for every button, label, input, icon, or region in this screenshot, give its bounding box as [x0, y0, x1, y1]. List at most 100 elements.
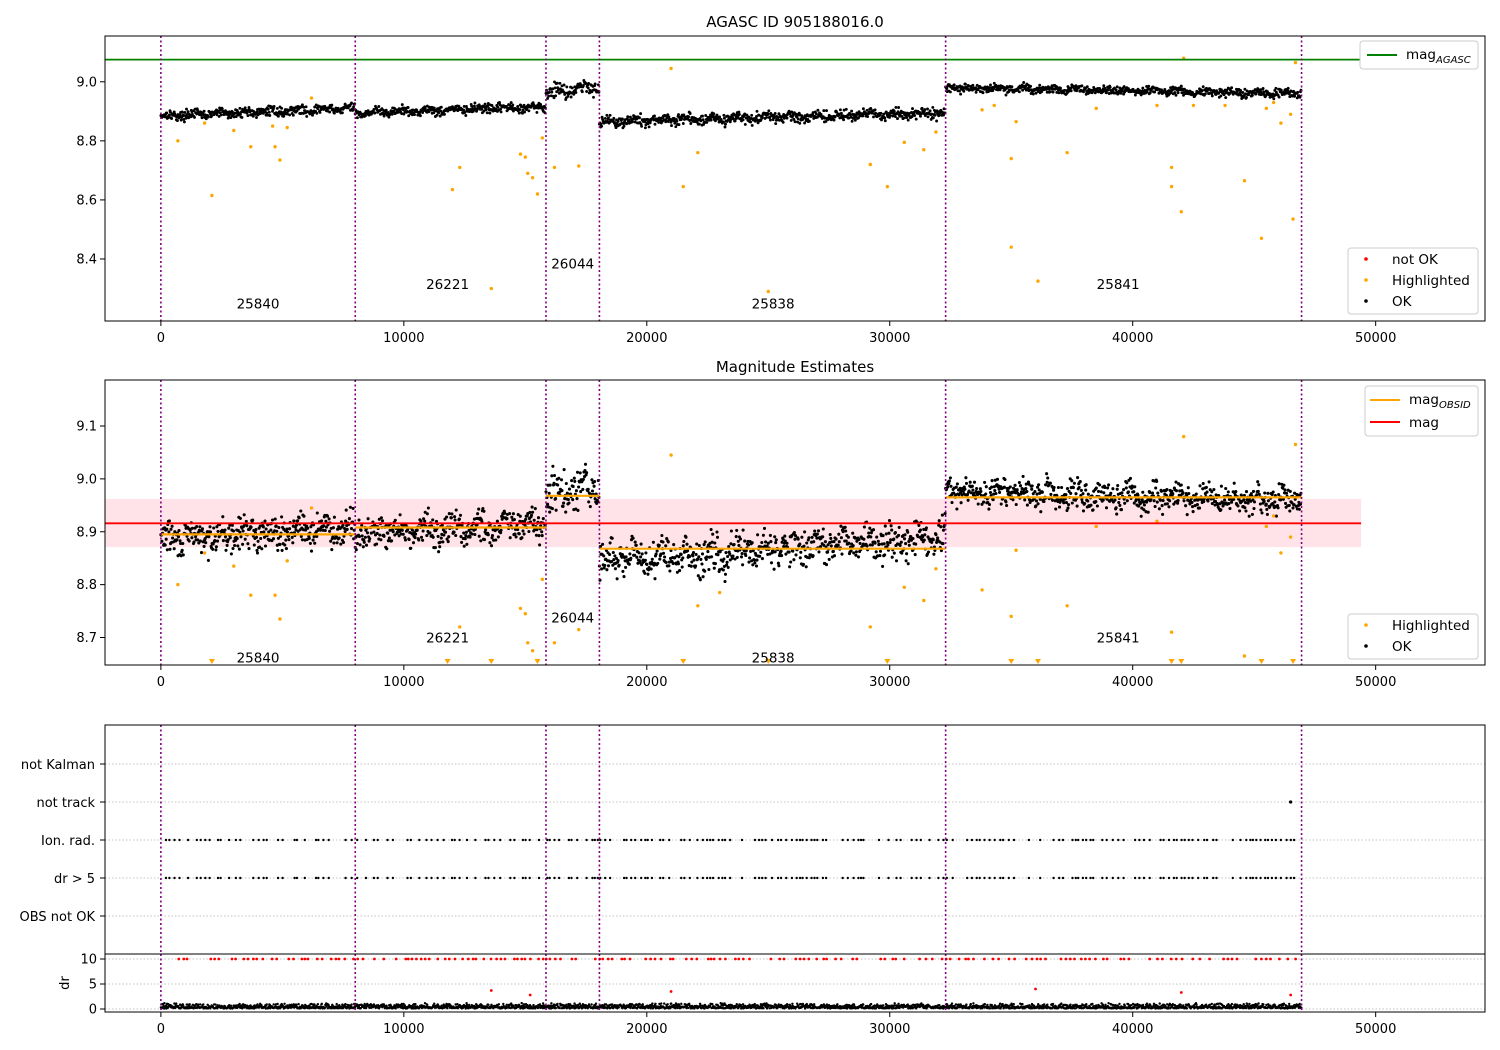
ok-point [958, 89, 961, 93]
ok-point [215, 113, 219, 117]
ok-point [1291, 506, 1295, 510]
ok-point [417, 538, 421, 542]
ok-point [1254, 92, 1258, 96]
ok-point [503, 511, 507, 515]
highlighted-point [1169, 165, 1174, 170]
ok-point [1116, 483, 1120, 488]
ok-point [1134, 498, 1138, 502]
flag-point [1172, 838, 1176, 842]
ok-point [365, 531, 370, 535]
ok-point [631, 120, 634, 124]
ok-point [164, 537, 168, 541]
ok-point [238, 106, 242, 110]
ok-point [600, 124, 604, 128]
ok-point [834, 537, 838, 541]
ok-point [1219, 94, 1223, 98]
ok-point [792, 531, 796, 535]
ok-point [905, 552, 909, 556]
ok-point [1161, 498, 1165, 503]
ok-point [639, 112, 643, 116]
flag-point [630, 838, 633, 842]
ok-point [704, 114, 708, 117]
highlighted-point [1279, 551, 1283, 555]
ok-point [601, 542, 605, 546]
ok-point [509, 101, 513, 105]
x-tick-label: 20000 [626, 331, 667, 346]
ok-point [870, 543, 874, 547]
flag-point [723, 876, 727, 880]
ok-point [1206, 499, 1210, 503]
ok-point [940, 110, 944, 114]
flag-point [509, 876, 512, 880]
ok-point [1133, 485, 1137, 489]
flag-point [208, 876, 211, 880]
flag-point [862, 876, 865, 880]
ok-point [899, 540, 903, 544]
ok-point [435, 113, 439, 117]
flag-point [1231, 876, 1235, 880]
flag-point [846, 876, 849, 880]
ok-point [875, 535, 879, 539]
ok-point [587, 500, 591, 504]
flag-point [753, 838, 757, 842]
flag-point [493, 838, 496, 842]
ok-point [1165, 502, 1169, 506]
flag-point [499, 838, 502, 842]
ok-point [1250, 93, 1254, 97]
ok-point [1077, 485, 1081, 490]
highlighted-point [980, 108, 984, 112]
ok-point [1212, 487, 1216, 492]
ok-point [245, 110, 249, 114]
ok-point [1080, 84, 1084, 88]
flag-point [634, 876, 637, 880]
ok-point [400, 103, 404, 107]
ok-point [894, 105, 898, 109]
ok-point [296, 519, 300, 523]
ok-point [372, 530, 376, 534]
ok-point [985, 85, 989, 89]
ok-point [942, 107, 946, 111]
ok-point [1101, 498, 1105, 502]
ok-point [379, 516, 383, 520]
ok-point [465, 542, 469, 546]
ok-point [1283, 501, 1288, 505]
panel-agasc: AGASC ID 905188016.0 2584026221260442583… [76, 13, 1486, 346]
ok-point [490, 534, 495, 538]
ok-point [852, 551, 856, 555]
flag-point [705, 838, 709, 842]
ok-point [651, 540, 655, 544]
ok-point [1147, 84, 1151, 88]
ok-point [722, 113, 726, 117]
ok-point [1034, 91, 1038, 95]
flag-point [728, 838, 732, 842]
ok-point [796, 537, 800, 541]
panel2-legend-points: Highlighted OK [1347, 613, 1479, 660]
flag-point [442, 876, 445, 880]
flag-point [391, 876, 395, 880]
ok-point [1004, 93, 1008, 97]
ok-point [625, 122, 629, 126]
ok-point [781, 120, 785, 124]
ok-point [443, 530, 448, 534]
highlighted-point [530, 176, 535, 180]
ok-point [709, 113, 712, 117]
ok-point [1279, 498, 1283, 502]
ok-point [898, 543, 902, 547]
ok-point [1125, 481, 1129, 485]
ok-point [984, 485, 988, 489]
ok-point [329, 539, 333, 543]
ok-point [291, 113, 295, 117]
ok-point [266, 107, 270, 111]
flag-point [999, 876, 1002, 880]
highlighted-point [1169, 630, 1174, 634]
ok-point [744, 553, 748, 558]
ok-point [840, 552, 844, 556]
flag-row-label: Ion. rad. [41, 834, 95, 849]
flag-point [1289, 800, 1293, 804]
ok-point [815, 536, 819, 540]
ok-point [1243, 501, 1248, 505]
ok-point [849, 549, 853, 553]
panel2-legend-lines: magOBSID mag [1364, 385, 1479, 437]
ok-point [1266, 491, 1270, 495]
ok-point [746, 543, 751, 547]
